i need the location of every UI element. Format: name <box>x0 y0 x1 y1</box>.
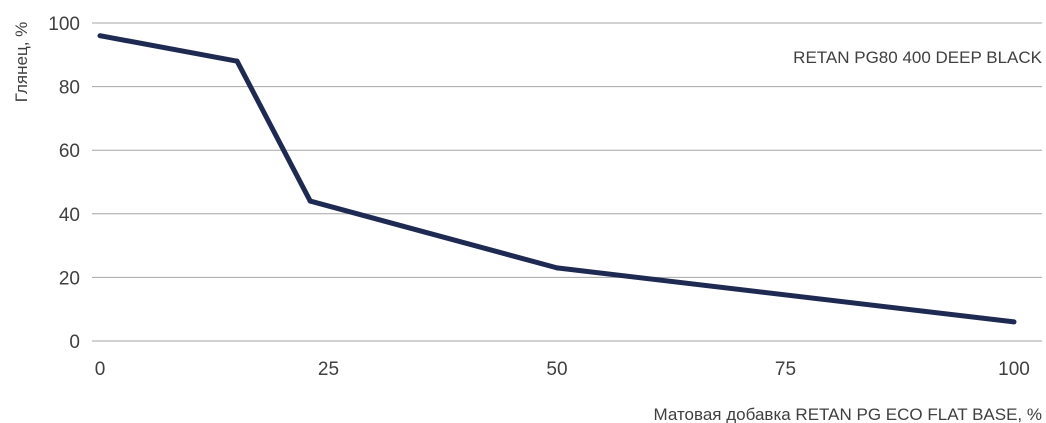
x-axis-title: Матовая добавка RETAN PG ECO FLAT BASE, … <box>654 405 1042 423</box>
x-tick-label: 50 <box>546 359 567 380</box>
y-tick-label: 40 <box>59 205 80 226</box>
y-tick-label: 80 <box>59 78 80 99</box>
series-line <box>99 33 1015 325</box>
y-tick-label: 20 <box>59 268 80 289</box>
x-tick-label: 25 <box>318 359 339 380</box>
data-point <box>554 265 560 271</box>
y-tick-label: 0 <box>69 332 80 353</box>
data-point <box>234 58 240 64</box>
x-tick-label: 75 <box>775 359 796 380</box>
x-axis-ticks: 0 25 50 75 100 <box>95 359 1030 380</box>
data-point <box>97 33 103 39</box>
data-point <box>307 198 313 204</box>
y-tick-label: 60 <box>59 141 80 162</box>
y-axis-ticks: 0 20 40 60 80 100 <box>48 14 80 353</box>
gridlines <box>92 22 1042 342</box>
x-tick-label: 100 <box>998 359 1030 380</box>
y-tick-label: 100 <box>48 14 80 35</box>
x-tick-label: 0 <box>95 359 106 380</box>
y-axis-title: Глянец, % <box>12 22 31 103</box>
series-layer <box>97 33 1017 325</box>
series-label: RETAN PG80 400 DEEP BLACK <box>793 48 1042 67</box>
data-point <box>1011 319 1017 325</box>
